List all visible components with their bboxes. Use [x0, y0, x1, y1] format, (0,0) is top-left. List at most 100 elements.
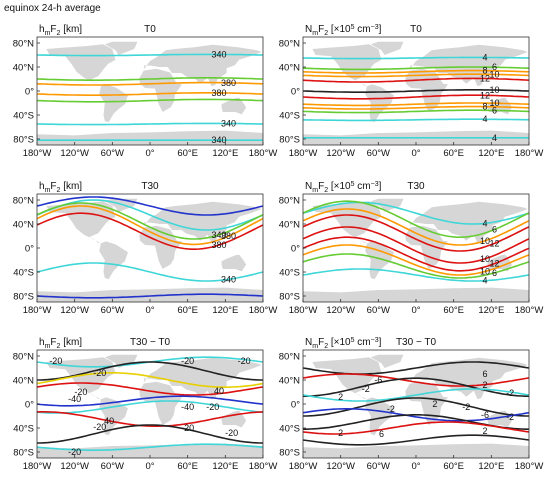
contour-label: 10 — [480, 254, 490, 264]
panel-ylabel: hmF2 [km] — [39, 181, 82, 194]
contour-label: -6 — [481, 410, 489, 420]
ylabel-sub: 2 — [324, 30, 328, 37]
contour-line — [37, 98, 263, 103]
contour-line — [37, 400, 263, 414]
land-layer — [37, 354, 263, 458]
y-tick-label: 40°N — [13, 220, 34, 231]
x-tick-label: 60°W — [101, 305, 124, 316]
contour-line — [37, 92, 263, 96]
y-tick-label: 80°N — [13, 352, 34, 363]
contour-label: 6 — [492, 268, 497, 278]
land-mass — [221, 254, 247, 272]
contour-line — [303, 56, 529, 60]
contour-label: 380 — [221, 78, 236, 88]
ylabel-sup: −3 — [371, 181, 379, 188]
contour-label: 340 — [212, 135, 227, 145]
contour-label: 40 — [104, 416, 114, 426]
ylabel-prefix: h — [39, 24, 45, 35]
land-mass — [365, 84, 394, 123]
x-tick-label: 60°E — [443, 461, 464, 472]
figure-title: equinox 24-h average — [4, 3, 101, 14]
ylabel-unit: [km] — [60, 24, 82, 35]
contour-line — [303, 253, 529, 279]
y-tick-label: 80°N — [13, 196, 34, 207]
contour-label: -20 — [93, 368, 106, 378]
contour-line — [37, 411, 263, 427]
x-tick-label: 0° — [145, 461, 154, 472]
y-tick-label: 80°N — [279, 39, 300, 50]
land-mass — [409, 357, 528, 400]
contour-label: -20 — [68, 447, 81, 457]
x-tick-label: 180°W — [249, 148, 278, 159]
contour-line — [37, 293, 263, 299]
x-tick-label: 180°W — [515, 148, 544, 159]
y-tick-label: 40°N — [279, 376, 300, 387]
land-mass — [405, 225, 448, 269]
contour-line — [37, 53, 263, 57]
contour-line — [303, 397, 529, 417]
contour-line — [303, 69, 529, 74]
y-tick-label: 80°N — [13, 39, 34, 50]
contour-label: 8 — [483, 102, 488, 112]
panel-title: T30 — [407, 181, 425, 192]
contour-layer — [37, 196, 263, 299]
land-mass — [37, 443, 263, 458]
land-mass — [365, 397, 394, 436]
y-tick-label: 40°S — [279, 424, 300, 435]
contour-line — [37, 424, 263, 444]
y-tick-label: 80°S — [279, 292, 300, 303]
contour-line — [303, 94, 529, 100]
panel: 6-6 2-2 -222 -2-2-6 -22 6 280°N40°N0°40°S80°S1… — [279, 337, 544, 472]
ylabel-sub: 2 — [57, 187, 61, 194]
contour-label: -20 — [225, 428, 238, 438]
x-tick-label: 180°W — [23, 305, 52, 316]
ylabel-sup: −3 — [371, 337, 379, 344]
contour-label: 6 — [492, 62, 497, 72]
ylabel-mid: F — [318, 337, 324, 348]
contour-label: 340 — [221, 119, 236, 129]
land-mass — [303, 443, 529, 458]
contour-label: -20 — [49, 356, 62, 366]
ylabel-sub: m — [312, 187, 318, 194]
contour-label: -6 — [374, 375, 382, 385]
ylabel-sub: 2 — [324, 187, 328, 194]
contour-line — [303, 434, 529, 446]
y-tick-label: 80°S — [13, 135, 34, 146]
contour-line — [303, 102, 529, 107]
ylabel-unit: [×10 — [328, 24, 351, 35]
contour-line — [37, 361, 263, 381]
ylabel-mid: F — [318, 181, 324, 192]
x-tick-label: 60°W — [101, 148, 124, 159]
contour-line — [303, 214, 529, 252]
panel-title: T0 — [144, 24, 156, 35]
y-tick-label: 0° — [291, 87, 300, 98]
y-tick-label: 80°S — [279, 448, 300, 459]
contour-line — [303, 73, 529, 78]
ylabel-mid: F — [50, 24, 56, 35]
y-tick-label: 40°N — [13, 376, 34, 387]
x-tick-label: 0° — [145, 148, 154, 159]
ylabel-unit: [×10 — [328, 181, 351, 192]
y-tick-label: 0° — [291, 400, 300, 411]
contour-label: 4 — [492, 133, 497, 143]
contour-label: 12 — [480, 74, 490, 84]
x-tick-label: 60°W — [101, 461, 124, 472]
ylabel-unit: [km] — [60, 337, 82, 348]
land-mass — [99, 84, 128, 123]
x-tick-label: 180°W — [23, 148, 52, 159]
contour-line — [37, 202, 263, 240]
contour-line — [303, 408, 529, 422]
contour-label: 2 — [483, 380, 488, 390]
panel-ylabel: NmF2 [×105 cm−3] — [305, 181, 382, 194]
contour-label: 2 — [483, 426, 488, 436]
ylabel-sup: 5 — [351, 181, 355, 188]
x-tick-label: 120°E — [212, 148, 238, 159]
y-tick-label: 40°S — [13, 268, 34, 279]
x-tick-label: 0° — [145, 305, 154, 316]
contour-line — [303, 421, 529, 435]
ylabel-mid: F — [50, 337, 56, 348]
contour-line — [303, 377, 529, 397]
contour-line — [303, 388, 529, 402]
